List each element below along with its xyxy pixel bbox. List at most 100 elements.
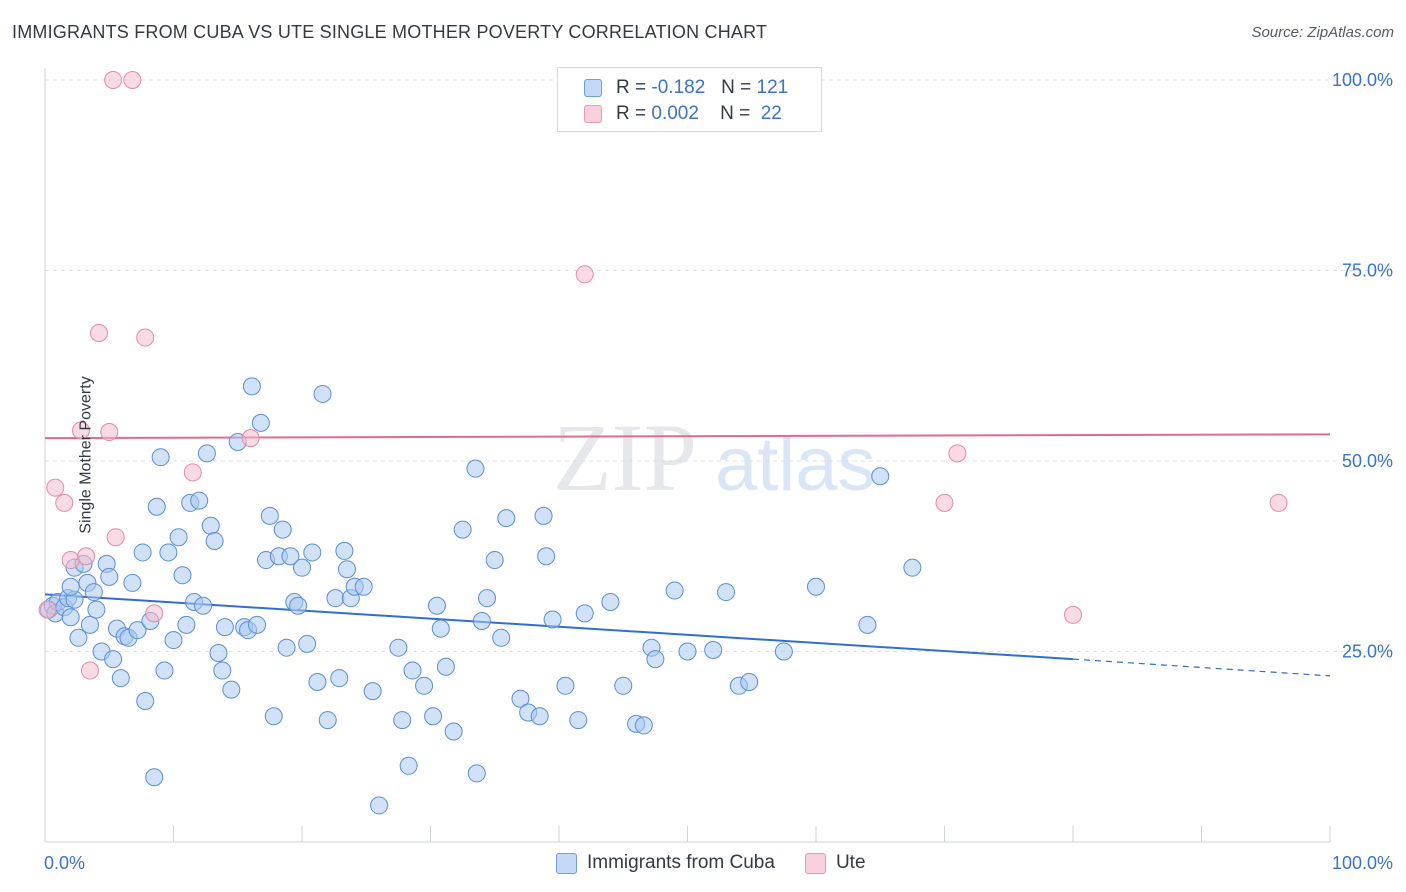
legend-r-label: R =: [616, 103, 647, 124]
point-cuba: [248, 615, 267, 634]
point-cuba: [289, 596, 308, 615]
point-cuba: [436, 657, 455, 676]
gridlines: [45, 79, 1392, 652]
x-tick-label-min: 0.0%: [44, 853, 85, 873]
point-ute: [100, 423, 119, 442]
point-cuba: [704, 640, 723, 659]
trend-line-cuba: [44, 593, 1074, 661]
point-ute: [38, 600, 57, 619]
point-ute: [136, 328, 155, 347]
point-cuba: [363, 682, 382, 701]
point-cuba: [646, 650, 665, 669]
legend-swatch-ute: [584, 105, 602, 123]
point-ute: [145, 604, 164, 623]
point-cuba: [69, 628, 88, 647]
point-cuba: [281, 547, 300, 566]
point-cuba: [100, 567, 119, 586]
legend-row-ute: R = 0.002 N = 22: [584, 103, 782, 125]
point-cuba: [354, 577, 373, 596]
point-cuba: [213, 661, 232, 680]
point-cuba: [215, 618, 234, 637]
point-cuba: [492, 628, 511, 647]
point-cuba: [84, 583, 103, 602]
point-cuba: [370, 796, 389, 815]
point-cuba: [871, 467, 890, 486]
point-cuba: [534, 506, 553, 525]
point-cuba: [177, 615, 196, 634]
watermark-zip: ZIP: [553, 404, 697, 511]
series-label-cuba: Immigrants from Cuba: [587, 852, 775, 873]
point-ute: [46, 478, 65, 497]
point-cuba: [128, 621, 147, 640]
legend-n-label: N =: [720, 103, 751, 124]
point-cuba: [251, 413, 270, 432]
point-cuba: [511, 689, 530, 708]
legend-r-label: R =: [616, 77, 647, 98]
point-cuba: [393, 711, 412, 730]
point-cuba: [197, 444, 216, 463]
point-cuba: [478, 589, 497, 608]
point-cuba: [61, 577, 80, 596]
legend-r-value: -0.182: [651, 77, 706, 98]
point-ute: [106, 528, 125, 547]
point-cuba: [403, 661, 422, 680]
point-cuba: [151, 448, 170, 467]
legend-row-cuba: R = -0.182 N = 121: [584, 77, 788, 99]
point-cuba: [169, 528, 188, 547]
point-cuba: [260, 506, 279, 525]
point-cuba: [335, 541, 354, 560]
chart-title: IMMIGRANTS FROM CUBA VS UTE SINGLE MOTHE…: [12, 22, 768, 42]
point-cuba: [530, 707, 549, 726]
point-cuba: [264, 707, 283, 726]
point-cuba: [61, 608, 80, 627]
point-cuba: [277, 638, 296, 657]
point-cuba: [634, 716, 653, 735]
point-ute: [948, 444, 967, 463]
point-cuba: [569, 711, 588, 730]
point-cuba: [472, 612, 491, 631]
point-cuba: [318, 711, 337, 730]
point-cuba: [190, 491, 209, 510]
legend-n-value: 121: [756, 77, 789, 98]
point-ute: [80, 661, 99, 680]
point-cuba: [774, 642, 793, 661]
point-cuba: [209, 644, 228, 663]
point-cuba: [298, 634, 317, 653]
series-legend-cuba: Immigrants from Cuba: [556, 852, 775, 874]
point-cuba: [497, 509, 516, 528]
series-legend-ute: Ute: [804, 852, 866, 874]
point-cuba: [467, 764, 486, 783]
stats-legend: R = -0.182 N = 121 R = 0.002 N = 22: [557, 67, 822, 132]
point-ute: [1269, 493, 1288, 512]
y-tick-label: 25.0%: [1342, 642, 1393, 662]
point-ute: [183, 463, 202, 482]
x-tick-label-max: 100.0%: [1332, 853, 1393, 873]
point-cuba: [308, 672, 327, 691]
point-ute: [935, 493, 954, 512]
point-cuba: [903, 558, 922, 577]
point-cuba: [427, 596, 446, 615]
point-cuba: [147, 497, 166, 516]
point-ute: [89, 323, 108, 342]
point-ute: [55, 493, 74, 512]
source-credit: Source: ZipAtlas.com: [1251, 24, 1394, 41]
point-cuba: [389, 638, 408, 657]
point-cuba: [273, 520, 292, 539]
point-cuba: [145, 768, 164, 787]
data-points: [38, 71, 1288, 815]
point-cuba: [111, 669, 130, 688]
point-cuba: [330, 669, 349, 688]
point-cuba: [678, 642, 697, 661]
y-tick-label: 50.0%: [1342, 451, 1393, 471]
point-cuba: [665, 581, 684, 600]
series-label-ute: Ute: [835, 852, 866, 873]
point-cuba: [424, 707, 443, 726]
point-cuba: [543, 610, 562, 629]
point-cuba: [537, 547, 556, 566]
point-cuba: [201, 516, 220, 535]
point-ute: [241, 429, 260, 448]
point-ute: [1064, 605, 1082, 624]
point-cuba: [194, 596, 213, 615]
point-cuba: [222, 680, 241, 699]
